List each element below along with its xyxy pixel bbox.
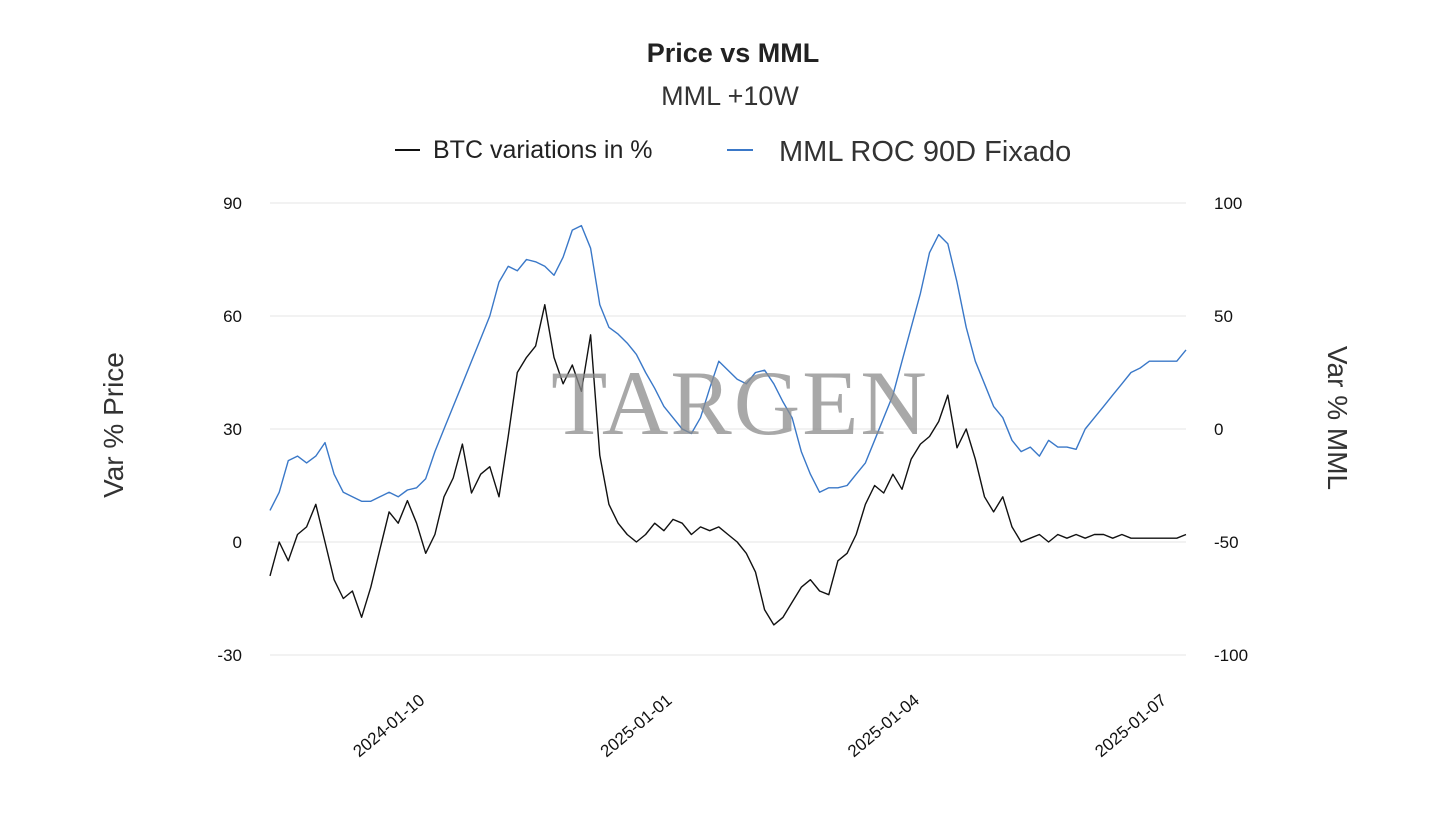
xtick-label: 2025-01-04 xyxy=(844,691,923,761)
watermark: TARGEN xyxy=(551,352,929,454)
series-line-btc xyxy=(269,304,1187,626)
x-ticks: 2024-01-10 2025-01-01 2025-01-04 2025-01-07 xyxy=(349,691,1170,761)
y-axis-left-label: Var % Price xyxy=(98,352,129,498)
ytick-right-label: -50 xyxy=(1214,533,1239,552)
ytick-right-label: 50 xyxy=(1214,307,1233,326)
y-axis-right-label: Var % MML xyxy=(1322,346,1353,490)
ytick-left-label: 90 xyxy=(223,194,242,213)
y-ticks-left: -30 0 30 60 90 xyxy=(217,194,242,665)
legend-label-mml: MML ROC 90D Fixado xyxy=(779,136,1071,168)
ytick-left-label: 60 xyxy=(223,307,242,326)
y-ticks-right: -100 -50 0 50 100 xyxy=(1214,194,1248,665)
xtick-label: 2025-01-01 xyxy=(597,691,676,761)
series xyxy=(269,224,1187,626)
legend-item-btc[interactable]: BTC variations in % xyxy=(395,136,653,164)
legend-label-btc: BTC variations in % xyxy=(433,136,653,164)
ytick-right-label: 0 xyxy=(1214,420,1223,439)
xtick-label: 2025-01-07 xyxy=(1091,691,1170,761)
legend[interactable]: BTC variations in % MML ROC 90D Fixado xyxy=(395,136,1071,168)
chart-subtitle: MML +10W xyxy=(661,81,799,111)
ytick-right-label: 100 xyxy=(1214,194,1242,213)
ytick-right-label: -100 xyxy=(1214,646,1248,665)
ytick-left-label: 0 xyxy=(233,533,242,552)
legend-item-mml[interactable]: MML ROC 90D Fixado xyxy=(727,136,1071,168)
series-line-mml xyxy=(269,224,1187,511)
chart-title: Price vs MML xyxy=(647,38,820,68)
ytick-left-label: 30 xyxy=(223,420,242,439)
xtick-label: 2024-01-10 xyxy=(349,691,428,761)
ytick-left-label: -30 xyxy=(217,646,242,665)
